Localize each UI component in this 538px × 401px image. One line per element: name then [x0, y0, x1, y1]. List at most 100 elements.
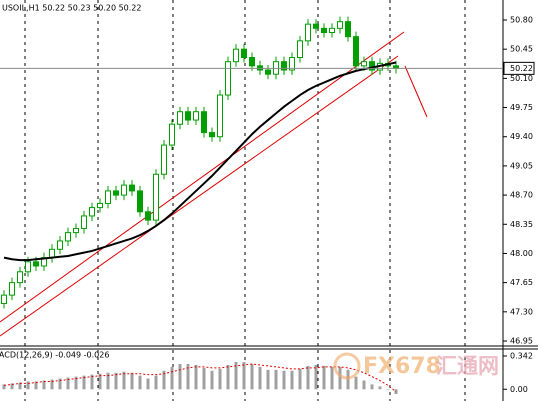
candle-body: [65, 232, 71, 242]
macd-bar: [242, 362, 246, 390]
watermark-logo: [333, 352, 361, 380]
candle-body: [321, 27, 327, 34]
macd-bar: [290, 370, 294, 390]
candle-body: [265, 69, 271, 75]
candle-body: [201, 111, 207, 134]
candle-body: [281, 61, 287, 71]
candle-body: [225, 61, 231, 96]
candle-body: [113, 190, 119, 196]
candle-body: [209, 132, 215, 138]
macd-bar: [250, 363, 254, 390]
candle-body: [297, 40, 303, 59]
macd-bar: [106, 372, 110, 390]
candle-body: [305, 23, 311, 42]
candle-body: [17, 271, 23, 284]
candle-body: [241, 48, 247, 59]
macd-bar: [10, 383, 14, 390]
macd-bar: [2, 384, 6, 390]
watermark-name: 汇通网: [436, 354, 499, 378]
macd-bar: [146, 378, 150, 390]
candle-body: [217, 94, 223, 138]
macd-bar: [34, 381, 38, 390]
y-tick-label: 0.342: [510, 352, 533, 361]
macd-bar: [50, 379, 54, 390]
candle-body: [33, 261, 39, 267]
y-tick-label: 47.65: [510, 278, 533, 287]
candle-body: [1, 294, 7, 304]
candle-body: [233, 48, 239, 63]
macd-bar: [154, 375, 158, 390]
macd-bar: [330, 366, 334, 390]
macd-bar: [378, 386, 382, 390]
candle-body: [153, 173, 159, 221]
macd-bar: [170, 366, 174, 390]
candle-body: [145, 211, 151, 221]
macd-bar: [258, 366, 262, 390]
macd-bar: [322, 365, 326, 390]
macd-bar: [90, 374, 94, 390]
candle-body: [73, 227, 79, 234]
candle-body: [97, 202, 103, 209]
candle-body: [57, 240, 63, 250]
macd-bar: [266, 369, 270, 390]
macd-bar: [338, 366, 342, 390]
candle-body: [185, 111, 191, 121]
y-tick-label: 47.30: [510, 307, 533, 316]
macd-bar: [210, 370, 214, 390]
candle-body: [369, 61, 375, 71]
macd-bar: [42, 380, 46, 390]
trendlines: [0, 31, 428, 337]
candle-body: [137, 190, 143, 213]
candle-body: [49, 248, 55, 259]
moving-average: [3, 61, 397, 262]
macd-bar: [362, 380, 366, 390]
chart-title: USOIL,H1 50.22 50.23 50.20 50.22: [2, 4, 141, 13]
macd-bar: [386, 389, 390, 390]
macd-bar: [82, 375, 86, 390]
y-tick-label: 50.10: [510, 74, 533, 83]
macd-bar: [26, 381, 30, 390]
y-tick-label: 0.00: [510, 385, 528, 394]
macd-bar: [282, 370, 286, 390]
candle-body: [105, 190, 111, 204]
macd-bar: [370, 384, 374, 390]
macd-bar: [314, 364, 318, 390]
macd-bar: [98, 373, 102, 390]
macd-bar: [346, 369, 350, 390]
candle-body: [361, 61, 367, 67]
candle-body: [345, 21, 351, 38]
macd-bar: [354, 376, 358, 390]
y-tick-label: 48.00: [510, 249, 533, 258]
current-price-box: [503, 61, 535, 75]
y-tick-label: 50.45: [510, 45, 533, 54]
candle-body: [25, 261, 31, 273]
y-tick-label: 48.70: [510, 191, 533, 200]
macd-bar: [58, 378, 62, 390]
watermark: FX678 汇通网: [333, 352, 499, 380]
candle-body: [289, 57, 295, 71]
candle-body: [353, 36, 359, 67]
macd-bar: [234, 362, 238, 390]
macd-bar: [66, 377, 70, 390]
macd-bar: [138, 375, 142, 390]
candle-body: [313, 23, 319, 29]
candle-body: [329, 27, 335, 34]
macd-bar: [162, 370, 166, 390]
y-tick-label: 48.35: [510, 220, 533, 229]
candle-body: [193, 111, 199, 121]
macd-bar: [202, 367, 206, 390]
macd-bar: [114, 372, 118, 390]
candle-body: [129, 184, 135, 192]
candle-body: [177, 111, 183, 125]
candle-body: [89, 207, 95, 217]
y-tick-label: 49.75: [510, 103, 533, 112]
trendline: [0, 31, 405, 323]
candle-body: [337, 21, 343, 29]
macd-bar: [130, 372, 134, 390]
macd-bar: [18, 382, 22, 390]
y-tick-label: 49.05: [510, 161, 533, 170]
macd-bar: [218, 368, 222, 390]
candle-body: [121, 184, 127, 196]
